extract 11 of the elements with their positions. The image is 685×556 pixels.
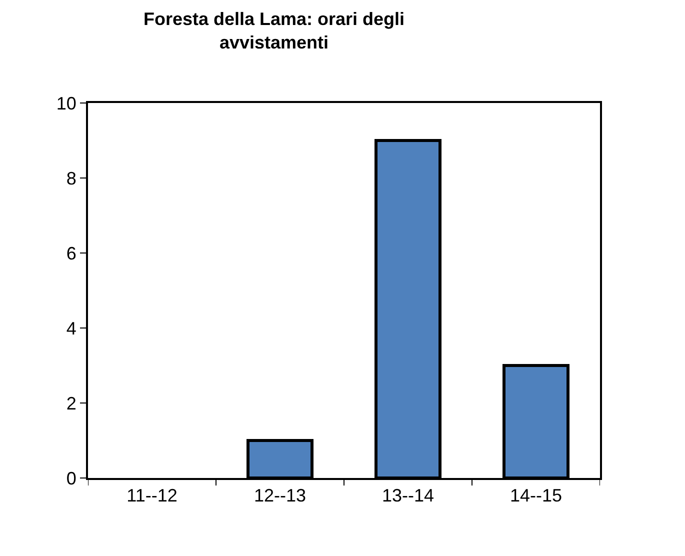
x-tick-label: 14--15 <box>510 486 562 506</box>
y-tick-label: 6 <box>66 243 76 264</box>
y-tick-label: 8 <box>66 168 76 188</box>
y-tick-label: 0 <box>66 468 76 488</box>
y-tick-label: 2 <box>66 393 76 414</box>
chart-title: Foresta della Lama: orari degli avvistamenti <box>143 9 405 52</box>
y-tick-label: 4 <box>66 318 76 338</box>
x-tick-label: 11--12 <box>126 486 178 506</box>
x-tick-label: 13--14 <box>382 486 434 506</box>
x-tick-label: 12--13 <box>254 486 306 506</box>
y-tick-label: 10 <box>56 93 76 114</box>
